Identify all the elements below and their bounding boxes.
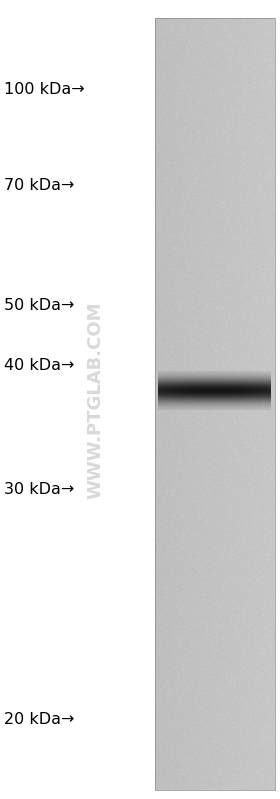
Text: 20 kDa→: 20 kDa→	[4, 713, 74, 728]
Text: 70 kDa→: 70 kDa→	[4, 177, 74, 193]
Text: WWW.PTGLAB.COM: WWW.PTGLAB.COM	[86, 301, 104, 499]
Text: 50 kDa→: 50 kDa→	[4, 297, 74, 312]
Bar	[155, 18, 275, 790]
Text: 100 kDa→: 100 kDa→	[4, 82, 85, 97]
Text: 30 kDa→: 30 kDa→	[4, 483, 74, 498]
Text: 40 kDa→: 40 kDa→	[4, 357, 74, 372]
